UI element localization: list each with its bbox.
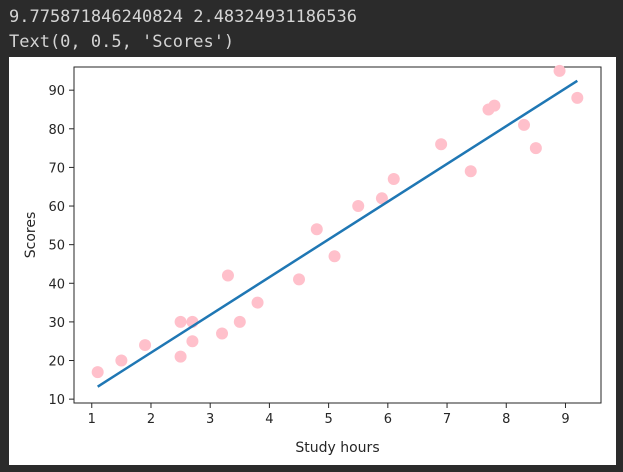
data-point bbox=[464, 165, 477, 178]
data-point bbox=[328, 250, 341, 263]
data-point bbox=[435, 138, 448, 151]
y-axis-label: Scores bbox=[23, 212, 39, 259]
data-point bbox=[186, 335, 199, 348]
data-point bbox=[310, 223, 323, 236]
data-point bbox=[352, 200, 365, 213]
x-tick-label: 4 bbox=[265, 412, 273, 427]
data-point bbox=[553, 64, 566, 77]
data-point bbox=[387, 173, 400, 185]
x-tick-label: 8 bbox=[502, 412, 510, 427]
data-point bbox=[221, 269, 234, 282]
data-point bbox=[115, 354, 128, 367]
data-point bbox=[174, 350, 187, 363]
y-tick-label: 70 bbox=[48, 161, 65, 176]
x-tick-label: 3 bbox=[206, 412, 214, 427]
data-point bbox=[216, 327, 229, 340]
cell-output-text-repr: Text(0, 0.5, 'Scores') bbox=[9, 32, 235, 52]
data-point bbox=[91, 366, 104, 379]
y-tick-label: 80 bbox=[48, 123, 65, 138]
x-tick-label: 9 bbox=[561, 412, 569, 427]
data-point bbox=[139, 339, 152, 352]
x-tick-label: 1 bbox=[88, 412, 96, 427]
data-point bbox=[233, 315, 246, 328]
x-tick-label: 7 bbox=[443, 412, 451, 427]
figure-canvas: 1 2 3 4 5 6 7 8 9 10 20 30 40 50 60 70 80 90 Study hours Sc… bbox=[9, 57, 616, 465]
data-point bbox=[251, 296, 264, 309]
y-tick-label: 30 bbox=[48, 316, 65, 331]
y-tick-label: 20 bbox=[48, 355, 65, 370]
data-point bbox=[488, 99, 501, 112]
data-point bbox=[375, 192, 388, 205]
y-tick-label: 10 bbox=[48, 393, 65, 408]
data-point bbox=[293, 273, 306, 286]
y-tick-label: 60 bbox=[48, 200, 65, 215]
cell-output-coefficients: 9.775871846240824 2.48324931186536 bbox=[9, 7, 357, 27]
x-tick-label: 2 bbox=[147, 412, 155, 427]
data-point bbox=[174, 315, 187, 328]
data-point bbox=[571, 91, 584, 104]
y-tick-label: 40 bbox=[48, 277, 65, 292]
data-point bbox=[529, 142, 542, 155]
regression-line bbox=[97, 79, 578, 388]
data-point bbox=[518, 118, 531, 131]
plot-frame bbox=[73, 66, 602, 404]
x-tick-label: 6 bbox=[384, 412, 392, 427]
x-tick-label: 5 bbox=[324, 412, 332, 427]
scatter-plot: 1 2 3 4 5 6 7 8 9 10 20 30 40 50 60 70 80 90 Study hours Sc… bbox=[23, 64, 602, 456]
y-tick-label: 50 bbox=[48, 239, 65, 254]
x-axis-label: Study hours bbox=[295, 440, 379, 456]
y-tick-label: 90 bbox=[48, 84, 65, 99]
